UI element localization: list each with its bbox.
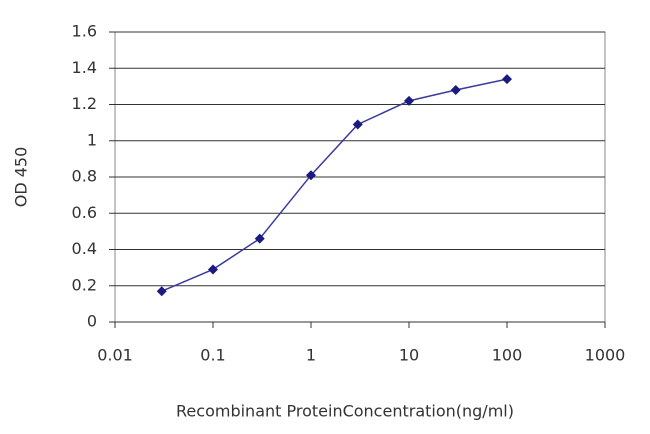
x-tick-label: 100 (492, 346, 523, 365)
data-point (502, 74, 512, 85)
y-tick-label: 1.2 (72, 94, 97, 113)
y-tick-label: 1 (87, 130, 97, 149)
x-axis-label: Recombinant ProteinConcentration(ng/ml) (176, 402, 514, 421)
x-tick-label: 10 (399, 346, 419, 365)
y-tick-label: 0.8 (72, 167, 97, 186)
x-tick-label: 1000 (585, 346, 626, 365)
y-tick-label: 1.6 (72, 22, 97, 41)
x-tick-label: 1 (306, 346, 316, 365)
data-point (306, 170, 316, 181)
data-line (161, 78, 508, 292)
y-tick-label: 0 (87, 312, 97, 331)
y-tick-label: 0.2 (72, 275, 97, 294)
y-tick-label: 0.4 (72, 239, 97, 258)
y-tick-label: 1.4 (72, 58, 97, 77)
data-point (156, 286, 167, 297)
data-point (352, 119, 363, 130)
y-axis-label: OD 450 (12, 147, 31, 208)
y-tick-label: 0.6 (72, 203, 97, 222)
data-point (254, 233, 265, 244)
x-tick-label: 0.01 (97, 346, 133, 365)
data-point (208, 264, 218, 275)
data-point (450, 85, 461, 95)
data-point (404, 95, 414, 106)
x-tick-label: 0.1 (200, 346, 225, 365)
